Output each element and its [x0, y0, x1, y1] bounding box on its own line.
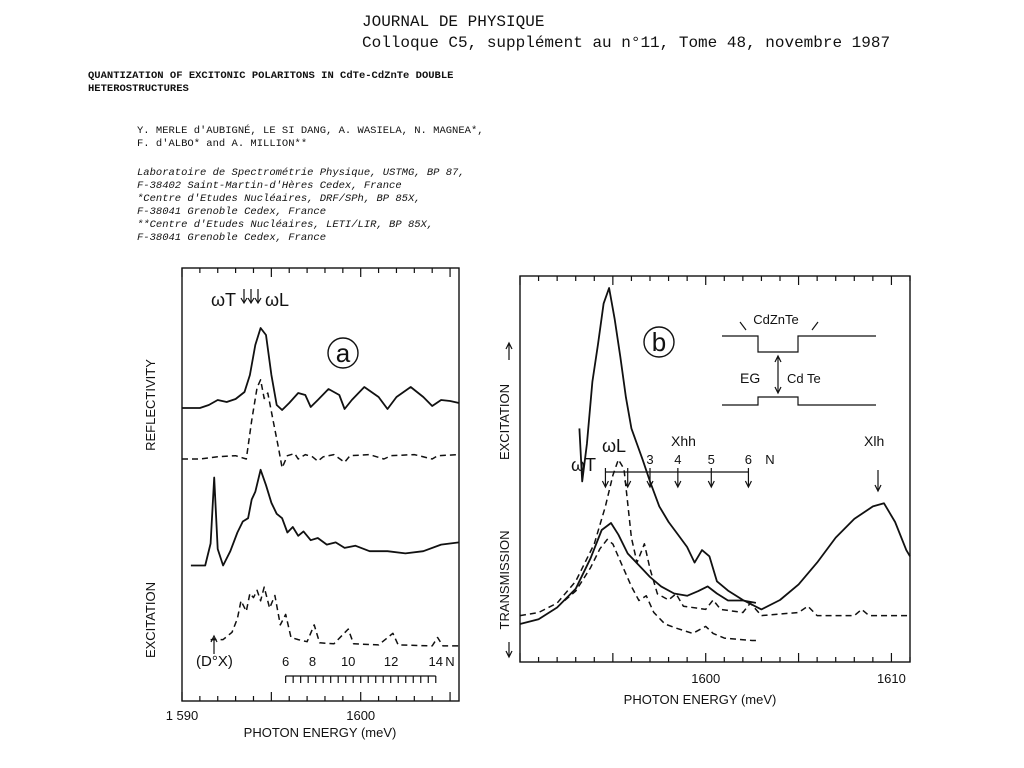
panel-b-series-transmission-solid [519, 522, 757, 625]
panel-a-n-label-12: 12 [384, 654, 398, 669]
panel-b-ylabel-bottom: TRANSMISSION [497, 531, 512, 630]
panel-a-ylabel-bottom: EXCITATION [143, 582, 158, 658]
journal-issue: Colloque C5, supplément au n°11, Tome 48… [362, 34, 891, 52]
panel-b-curves [519, 287, 911, 642]
journal-name: JOURNAL DE PHYSIQUE [362, 13, 545, 31]
panel-a-series-excitation-solid [190, 468, 460, 567]
panel-a-n-label-10: 10 [341, 654, 355, 669]
panel-b-label-circle [643, 326, 675, 358]
panel-a-omega-t: ωT [211, 290, 236, 310]
panel-a-minor-ticks [181, 268, 451, 701]
panel-a-series-reflectivity-solid [182, 327, 460, 411]
panel-a-omega-arrows [240, 289, 262, 305]
panel-a-series-excitation-dashed [210, 586, 459, 647]
panel-a-series-reflectivity-dashed [182, 379, 460, 469]
panel-b-series-excitation-solid [578, 287, 911, 611]
inset-well-label: Cd Te [787, 371, 821, 386]
affiliation-line-3: *Centre d'Etudes Nucléaires, DRF/SPh, BP… [137, 193, 421, 205]
authors-line-2: F. d'ALBO* and A. MILLION** [137, 138, 308, 150]
panel-b-series-excitation-dashed [519, 458, 910, 617]
panel-b-xlh-arrow [874, 470, 882, 493]
panel-b-n-arrowhead [646, 480, 654, 489]
inset-gap-label: EG [740, 370, 760, 386]
panel-a-label-circle [327, 337, 359, 369]
panel-b-frame [519, 275, 911, 663]
panel-b-n-arrowhead [707, 480, 715, 489]
panel-a-ylabel-top: REFLECTIVITY [143, 359, 158, 451]
panel-a-x-tick-label-1600: 1600 [346, 708, 375, 723]
panel-b-n-arrowhead [601, 480, 609, 489]
panel-a-d0x-label: (D°X) [196, 653, 233, 670]
panel-b-xlabel: PHOTON ENERGY (meV) [624, 692, 777, 707]
inset-barrier-label: CdZnTe [753, 312, 799, 327]
panel-a-d0x-arrow [210, 634, 218, 654]
inset-valence-band [722, 396, 876, 406]
panel-a-xlabel: PHOTON ENERGY (meV) [244, 725, 397, 740]
panel-a-label: a [336, 338, 351, 368]
panel-b: b CdZnTe EG Cd Te ωT ωL Xhh Xlh 3 4 5 6 … [497, 275, 911, 707]
panel-b-inset-diagram: CdZnTe EG Cd Te [722, 312, 876, 406]
panel-b-y-arrows [505, 341, 513, 659]
panel-b-series-transmission-dashed [564, 538, 758, 642]
panel-b-xhh-label: Xhh [671, 433, 696, 449]
panel-b-label: b [652, 327, 666, 357]
inset-pointer-right [811, 321, 819, 331]
panel-b-xlh-label: Xlh [864, 433, 884, 449]
panel-b-x-tick-label-1600: 1600 [691, 671, 720, 686]
panel-a-x-tick-label-1590: 1 590 [166, 708, 199, 723]
panel-b-minor-ticks [519, 276, 911, 662]
affiliation-line-5: **Centre d'Etudes Nucléaires, LETI/LIR, … [137, 219, 434, 231]
panel-a-n-scale [285, 675, 437, 683]
panel-b-n-arrowhead [674, 480, 682, 489]
inset-pointer-left [739, 321, 747, 331]
affiliation-line-4: F-38041 Grenoble Cedex, France [137, 206, 327, 218]
panel-a-omega-l: ωL [265, 290, 289, 310]
panel-a-curves [182, 327, 460, 647]
panel-b-n-label-4: 4 [674, 452, 681, 467]
authors-line-1: Y. MERLE d'AUBIGNÉ, LE SI DANG, A. WASIE… [137, 125, 484, 137]
panel-b-n-label-5: 5 [708, 452, 715, 467]
panel-b-n-scale [601, 468, 752, 489]
panel-b-n-arrowhead [744, 480, 752, 489]
panel-b-n-label-6: 6 [745, 452, 752, 467]
panel-b-ylabel-top: EXCITATION [497, 384, 512, 460]
panel-a-frame [181, 267, 460, 702]
paper-title-line-2: HETEROSTRUCTURES [88, 83, 189, 95]
panel-a: a ωT ωL (D°X) REFLECTIVITY EXCITATION 1 … [143, 267, 460, 740]
panel-b-omega-l: ωL [602, 436, 626, 456]
panel-a-n-label-8: 8 [309, 654, 316, 669]
panel-a-n-symbol: N [445, 654, 454, 669]
panel-a-n-label-14: 14 [429, 654, 443, 669]
affiliation-line-6: F-38041 Grenoble Cedex, France [137, 232, 327, 244]
panel-b-n-label-3: 3 [646, 452, 653, 467]
affiliation-line-2: F-38402 Saint-Martin-d'Hères Cedex, Fran… [137, 180, 402, 192]
inset-conduction-band [722, 335, 876, 353]
panel-a-n-label-6: 6 [282, 654, 289, 669]
panel-b-n-arrowhead [624, 480, 632, 489]
panel-b-n-symbol: N [765, 452, 774, 467]
panel-b-x-tick-label-1610: 1610 [877, 671, 906, 686]
affiliation-line-1: Laboratoire de Spectrométrie Physique, U… [137, 167, 465, 179]
panel-b-omega-t: ωT [571, 455, 596, 475]
paper-title-line-1: QUANTIZATION OF EXCITONIC POLARITONS IN … [88, 70, 454, 82]
